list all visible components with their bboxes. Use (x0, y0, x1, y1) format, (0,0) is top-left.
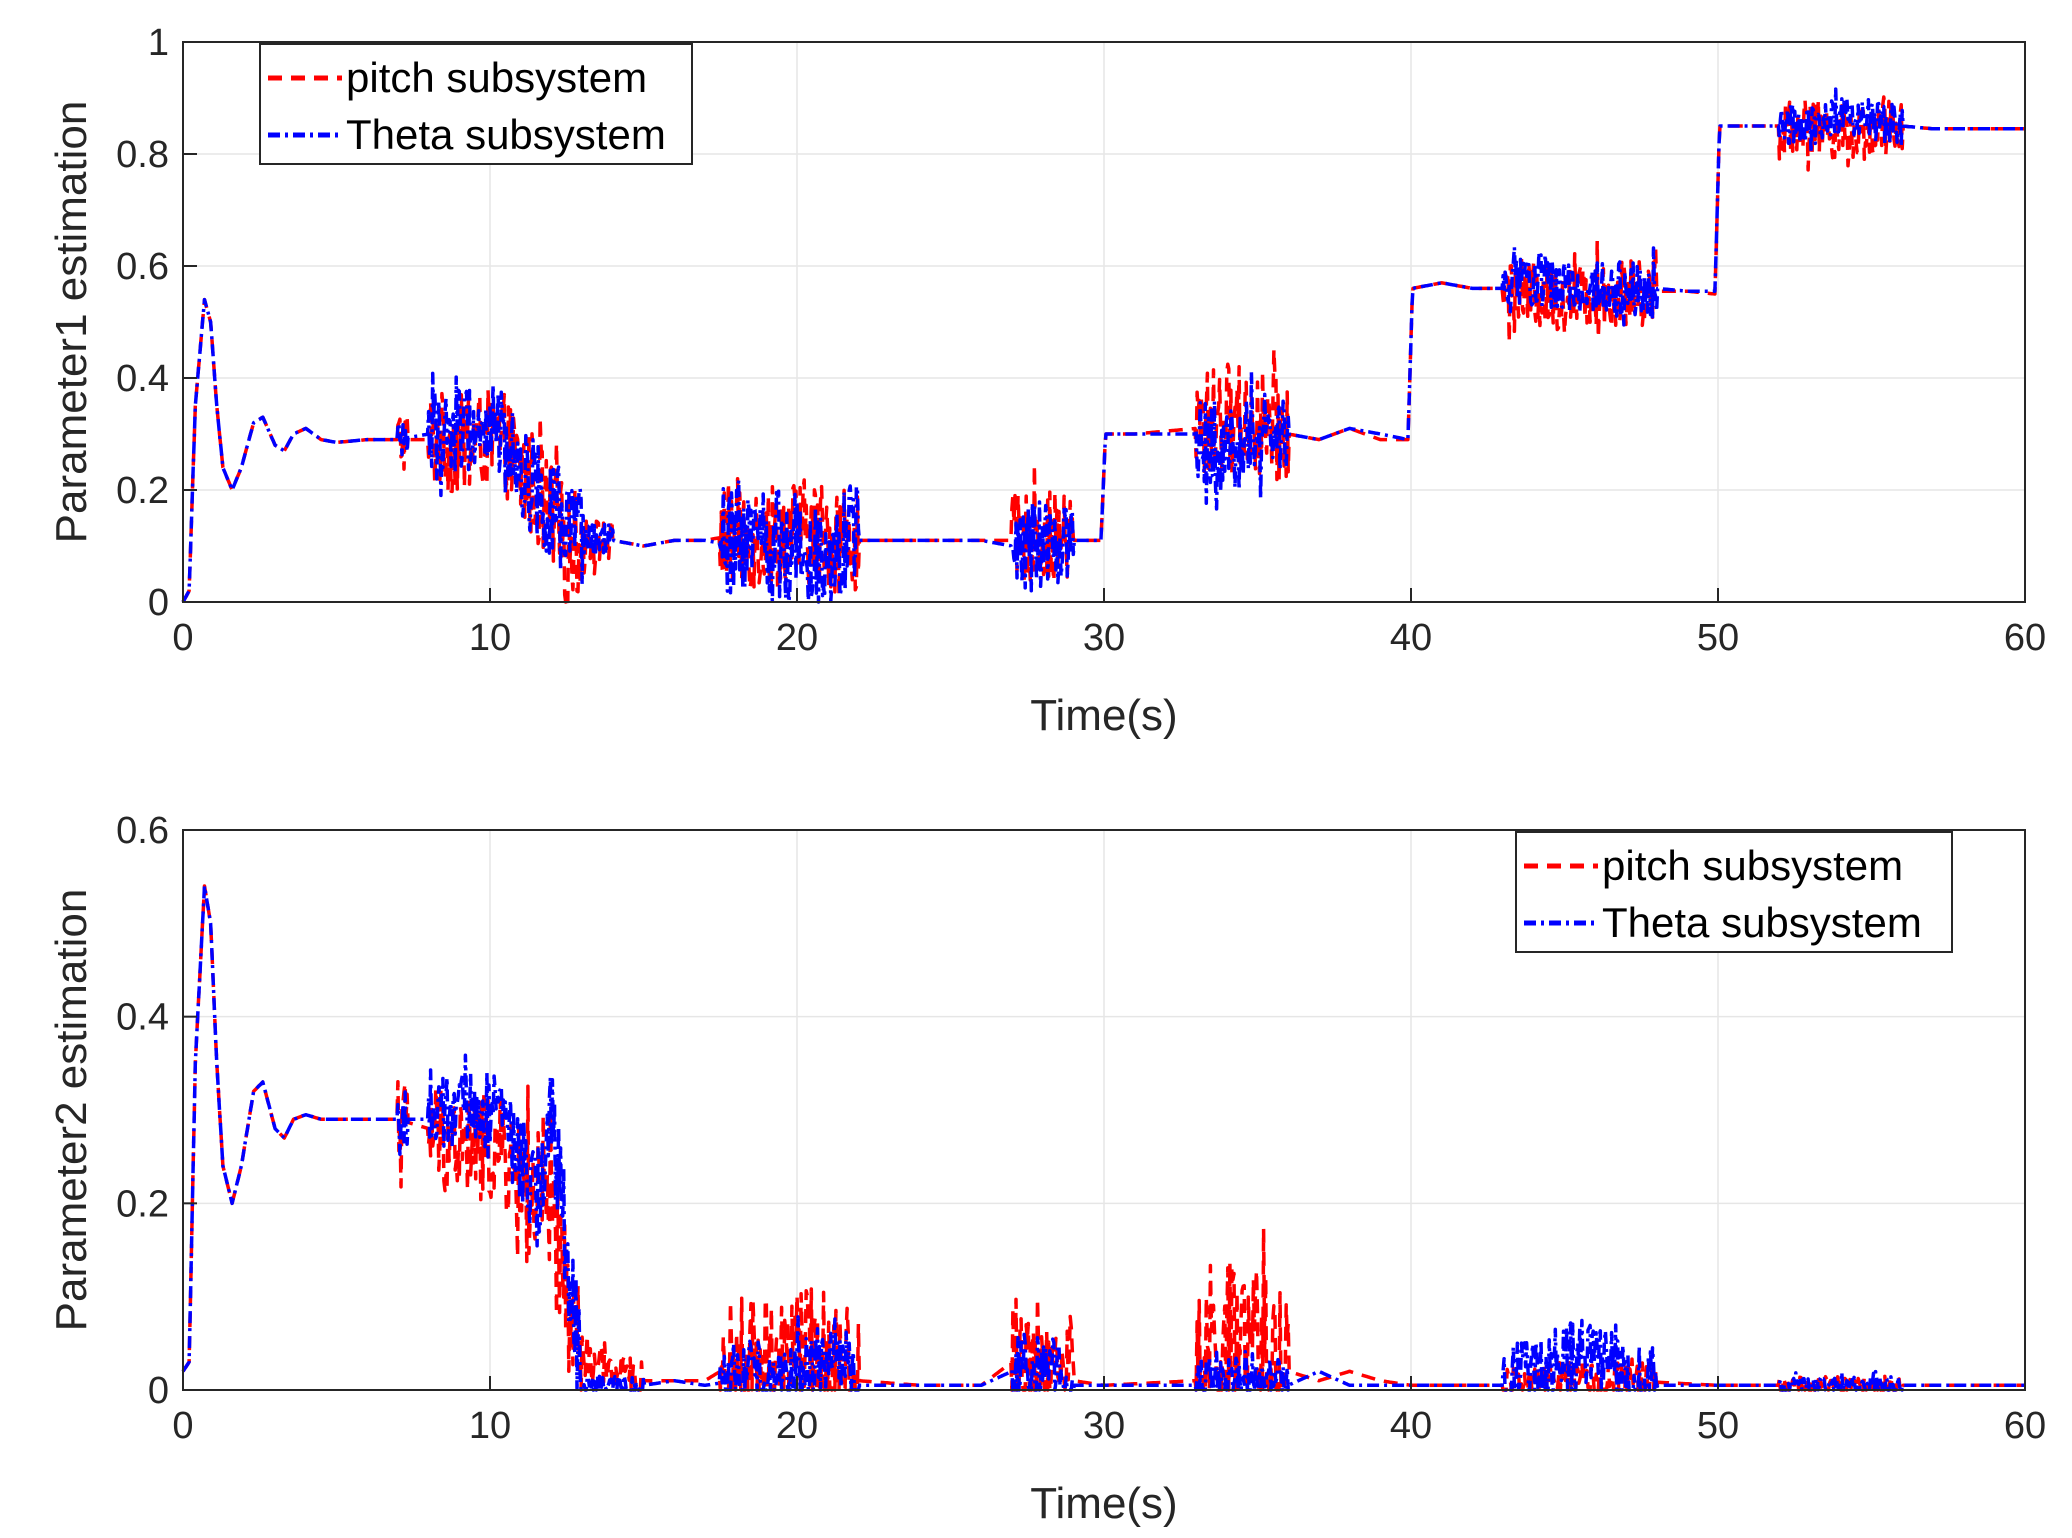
series-group (181, 87, 2026, 604)
x-tick-label: 30 (1083, 1405, 1125, 1447)
y-tick-label: 0 (148, 1370, 169, 1412)
y-axis-label: Parameter2 estimation (47, 889, 96, 1332)
legend: pitch subsystem Theta subsystem (259, 43, 693, 165)
x-tick-label: 50 (1697, 1405, 1739, 1447)
legend-box (259, 43, 693, 165)
legend-box (1515, 831, 1953, 953)
y-tick-label: 0.6 (116, 810, 169, 852)
y-tick-labels: 0 0.2 0.4 0.6 (116, 810, 197, 1412)
y-tick-label: 0.2 (116, 1183, 169, 1225)
y-tick-label: 0.2 (116, 470, 169, 512)
legend: pitch subsystem Theta subsystem (1515, 831, 1953, 953)
y-axis-label: Parameter1 estimation (47, 101, 96, 544)
legend-label-theta: Theta subsystem (1602, 899, 1922, 946)
x-axis-label: Time(s) (1030, 691, 1177, 740)
x-tick-label: 0 (172, 1405, 193, 1447)
y-tick-label: 0 (148, 582, 169, 624)
x-axis-label: Time(s) (1030, 1479, 1177, 1528)
x-tick-label: 0 (172, 617, 193, 659)
x-tick-label: 30 (1083, 617, 1125, 659)
x-tick-label: 40 (1390, 1405, 1432, 1447)
x-tick-labels: 0 10 20 30 40 50 60 (172, 588, 2046, 659)
x-tick-label: 20 (776, 1405, 818, 1447)
x-tick-label: 40 (1390, 617, 1432, 659)
x-tick-labels: 0 10 20 30 40 50 60 (172, 1376, 2046, 1447)
y-tick-label: 0.8 (116, 134, 169, 176)
y-tick-label: 0.4 (116, 997, 169, 1039)
y-tick-label: 0.4 (116, 358, 169, 400)
x-tick-label: 10 (469, 617, 511, 659)
chart-parameter1: 0 10 20 30 40 50 60 0 0.2 0.4 0.6 0.8 1 Time(s) Par… (47, 22, 2046, 740)
x-tick-label: 60 (2004, 617, 2046, 659)
legend-label-pitch: pitch subsystem (346, 54, 647, 101)
y-tick-labels: 0 0.2 0.4 0.6 0.8 1 (116, 22, 197, 624)
x-tick-label: 20 (776, 617, 818, 659)
chart-parameter2: 0 10 20 30 40 50 60 0 0.2 0.4 0.6 Time(s) Paramet… (47, 810, 2046, 1528)
x-tick-label: 10 (469, 1405, 511, 1447)
y-tick-label: 0.6 (116, 246, 169, 288)
x-tick-label: 60 (2004, 1405, 2046, 1447)
legend-label-theta: Theta subsystem (346, 111, 666, 158)
x-tick-label: 50 (1697, 617, 1739, 659)
y-tick-label: 1 (148, 22, 169, 64)
legend-label-pitch: pitch subsystem (1602, 842, 1903, 889)
